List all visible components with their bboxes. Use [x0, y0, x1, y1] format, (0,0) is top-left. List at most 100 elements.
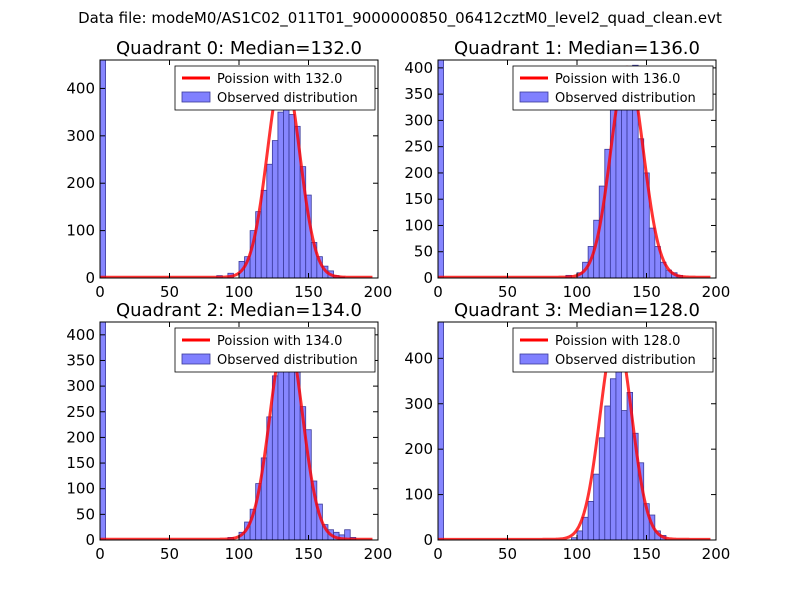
y-tick-label: 200	[66, 174, 95, 192]
legend-label-poisson: Poission with 134.0	[217, 334, 342, 349]
legend-box	[174, 327, 376, 373]
y-tick-label: 0	[85, 269, 95, 287]
histogram-bar	[598, 437, 606, 540]
x-tick-label: 200	[702, 283, 731, 301]
subplot-grid: 0 50 100 150 200 0 100 200 300 400 Quadrant 0: Med…	[66, 38, 730, 563]
legend-box	[512, 327, 714, 373]
y-tick-label: 300	[66, 377, 95, 395]
x-tick-label: 100	[225, 545, 254, 563]
poisson-fit-line	[100, 329, 373, 540]
legend-label-poisson: Poission with 132.0	[217, 72, 342, 87]
x-tick-label: 100	[225, 283, 254, 301]
histogram-bar	[277, 111, 284, 278]
subplot-title: Quadrant 1: Median=136.0	[454, 38, 700, 59]
histogram-bar	[438, 322, 444, 540]
y-tick-label: 100	[66, 222, 95, 240]
subplot-quadrant-1: 0 50 100 150 200 0 50 100 150 200 250 300 350 400 Quad…	[404, 38, 730, 301]
subplot-quadrant-3: 0 50 100 150 200 0 100 200 300 400 Quadrant 3: Med…	[404, 300, 730, 563]
y-tick-label: 0	[85, 531, 95, 549]
legend-label-poisson: Poission with 128.0	[555, 334, 680, 349]
histogram-bar	[604, 405, 611, 540]
x-tick-label: 150	[632, 545, 661, 563]
legend: Poission with 128.0 Observed distribution	[512, 327, 714, 373]
x-tick-label: 150	[632, 283, 661, 301]
histogram-bar	[621, 83, 628, 278]
y-tick-label: 300	[404, 395, 433, 413]
histogram-bar	[100, 60, 106, 278]
x-tick-label: 100	[563, 283, 592, 301]
histogram-bar	[271, 140, 279, 278]
histogram-bar	[626, 91, 633, 278]
histogram-bar	[288, 354, 296, 540]
legend-box	[174, 65, 376, 111]
y-tick-label: 150	[66, 454, 95, 472]
legend: Poission with 134.0 Observed distribution	[174, 327, 376, 373]
y-tick-label: 100	[404, 216, 433, 234]
histogram-bar	[266, 163, 273, 278]
y-tick-label: 150	[404, 190, 433, 208]
histogram-bar	[288, 114, 296, 278]
subplot-title: Quadrant 2: Median=134.0	[116, 300, 362, 321]
x-tick-label: 150	[294, 283, 323, 301]
histogram-bar	[438, 60, 444, 278]
subplot-quadrant-0: 0 50 100 150 200 0 100 200 300 400 Quadrant 0: Med…	[66, 38, 392, 301]
histogram-bars	[100, 322, 357, 540]
x-tick-label: 100	[563, 545, 592, 563]
y-tick-label: 400	[66, 79, 95, 97]
x-tick-label: 50	[160, 283, 179, 301]
x-tick-label: 0	[433, 545, 443, 563]
x-tick-label: 200	[364, 545, 393, 563]
x-tick-label: 200	[702, 545, 731, 563]
y-tick-label: 200	[404, 164, 433, 182]
legend-patch-swatch	[519, 91, 549, 103]
y-tick-label: 200	[66, 428, 95, 446]
y-tick-label: 0	[423, 531, 433, 549]
subplot-title: Quadrant 3: Median=128.0	[454, 300, 700, 321]
figure-suptitle: Data file: modeM0/AS1C02_011T01_90000008…	[78, 9, 722, 28]
y-tick-label: 250	[66, 403, 95, 421]
histogram-bar	[260, 189, 268, 278]
poisson-fit-line	[438, 331, 711, 540]
poisson-fit-line	[438, 65, 711, 278]
x-tick-label: 0	[95, 545, 105, 563]
histogram-bar	[587, 500, 595, 540]
histogram-bar	[615, 99, 622, 278]
legend-label-observed: Observed distribution	[555, 91, 696, 106]
legend: Poission with 136.0 Observed distribution	[512, 65, 714, 111]
y-tick-label: 350	[66, 351, 95, 369]
y-tick-label: 50	[414, 243, 433, 261]
legend-label-observed: Observed distribution	[555, 353, 696, 368]
y-tick-label: 350	[404, 85, 433, 103]
legend-label-observed: Observed distribution	[217, 353, 358, 368]
subplot-title: Quadrant 0: Median=132.0	[116, 38, 362, 59]
x-tick-label: 50	[498, 283, 517, 301]
legend-label-observed: Observed distribution	[217, 91, 358, 106]
histogram-bar	[582, 516, 589, 540]
y-tick-label: 400	[404, 349, 433, 367]
histogram-bar	[283, 365, 290, 540]
histogram-bar	[648, 227, 656, 278]
histogram-bar	[621, 410, 628, 540]
x-tick-label: 50	[498, 545, 517, 563]
poisson-fit-line	[100, 67, 373, 278]
histogram-bar	[283, 80, 290, 278]
legend-patch-swatch	[519, 353, 549, 365]
y-tick-label: 50	[76, 505, 95, 523]
y-tick-label: 0	[423, 269, 433, 287]
histogram-bar	[100, 322, 106, 540]
y-tick-label: 100	[404, 486, 433, 504]
legend-box	[512, 65, 714, 111]
y-tick-label: 400	[404, 59, 433, 77]
y-tick-label: 300	[404, 111, 433, 129]
histogram-bar	[637, 138, 645, 278]
x-tick-label: 0	[433, 283, 443, 301]
y-tick-label: 200	[404, 440, 433, 458]
x-tick-label: 50	[160, 545, 179, 563]
histogram-bar	[576, 530, 583, 540]
y-tick-label: 300	[66, 127, 95, 145]
histogram-bar	[277, 352, 284, 540]
histogram-bar	[593, 473, 600, 540]
x-tick-label: 0	[95, 283, 105, 301]
y-tick-label: 100	[66, 480, 95, 498]
